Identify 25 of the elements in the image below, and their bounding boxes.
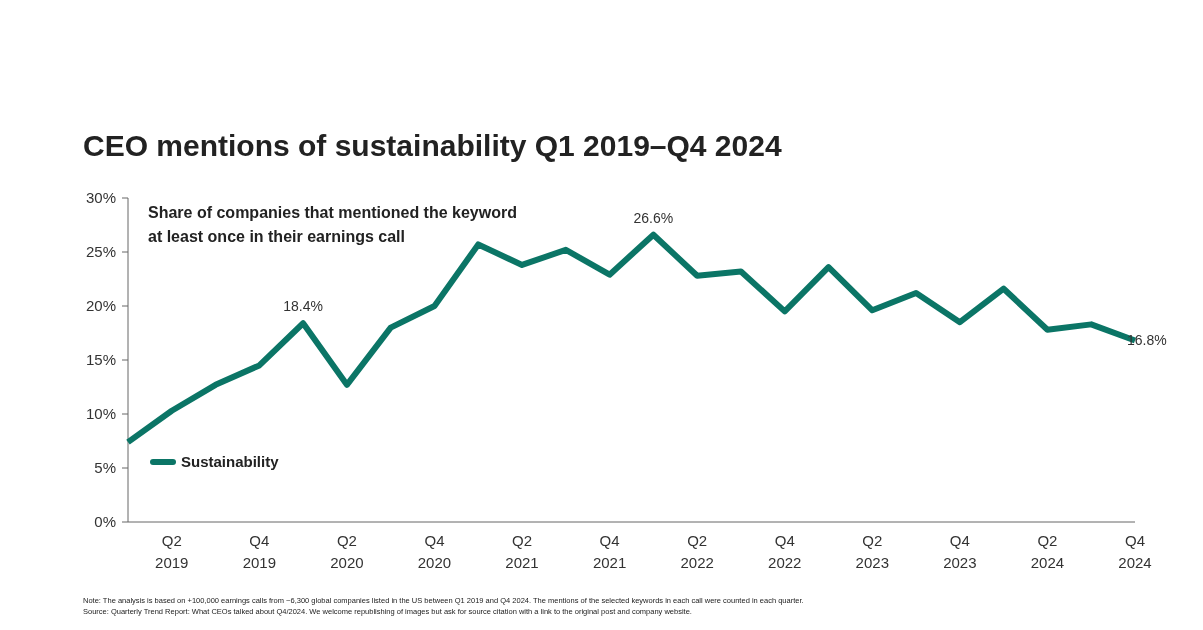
- legend-label: Sustainability: [181, 453, 280, 471]
- x-tick-label: Q4 2023: [943, 532, 977, 571]
- x-tick-label: Q4 2020: [417, 532, 452, 571]
- y-tick-label: 10%: [85, 405, 116, 423]
- x-tick-label: Q4 2019: [242, 532, 277, 571]
- x-tick-label: Q2 2023: [855, 532, 889, 571]
- x-tick-label: Q4 2021: [592, 532, 627, 571]
- y-tick-label: 15%: [85, 351, 116, 369]
- data-label: 16.8%: [1127, 331, 1167, 348]
- x-tick-label: Q2 2019: [155, 532, 189, 571]
- y-tick-label: 20%: [85, 297, 116, 315]
- x-tick-label: Q4 2024: [1118, 532, 1152, 571]
- x-tick-label: Q2 2022: [680, 532, 714, 571]
- y-tick-label: 25%: [85, 243, 116, 261]
- annotation: Share of companies that mentioned the keyword at least once in their earnings call: [148, 204, 517, 245]
- chart-title: CEO mentions of sustainability Q1 2019–Q4 2024: [83, 129, 782, 162]
- x-tick-label: Q2 2024: [1030, 532, 1065, 571]
- data-label: 18.4%: [283, 298, 323, 315]
- x-tick-label: Q2 2020: [330, 532, 364, 571]
- y-tick-label: 30%: [85, 189, 116, 207]
- x-tick-label: Q2 2021: [505, 532, 539, 571]
- x-tick-label: Q4 2022: [768, 532, 802, 571]
- data-label: 26.6%: [633, 209, 674, 226]
- y-tick-label: 0%: [94, 513, 116, 531]
- y-tick-label: 5%: [94, 459, 116, 477]
